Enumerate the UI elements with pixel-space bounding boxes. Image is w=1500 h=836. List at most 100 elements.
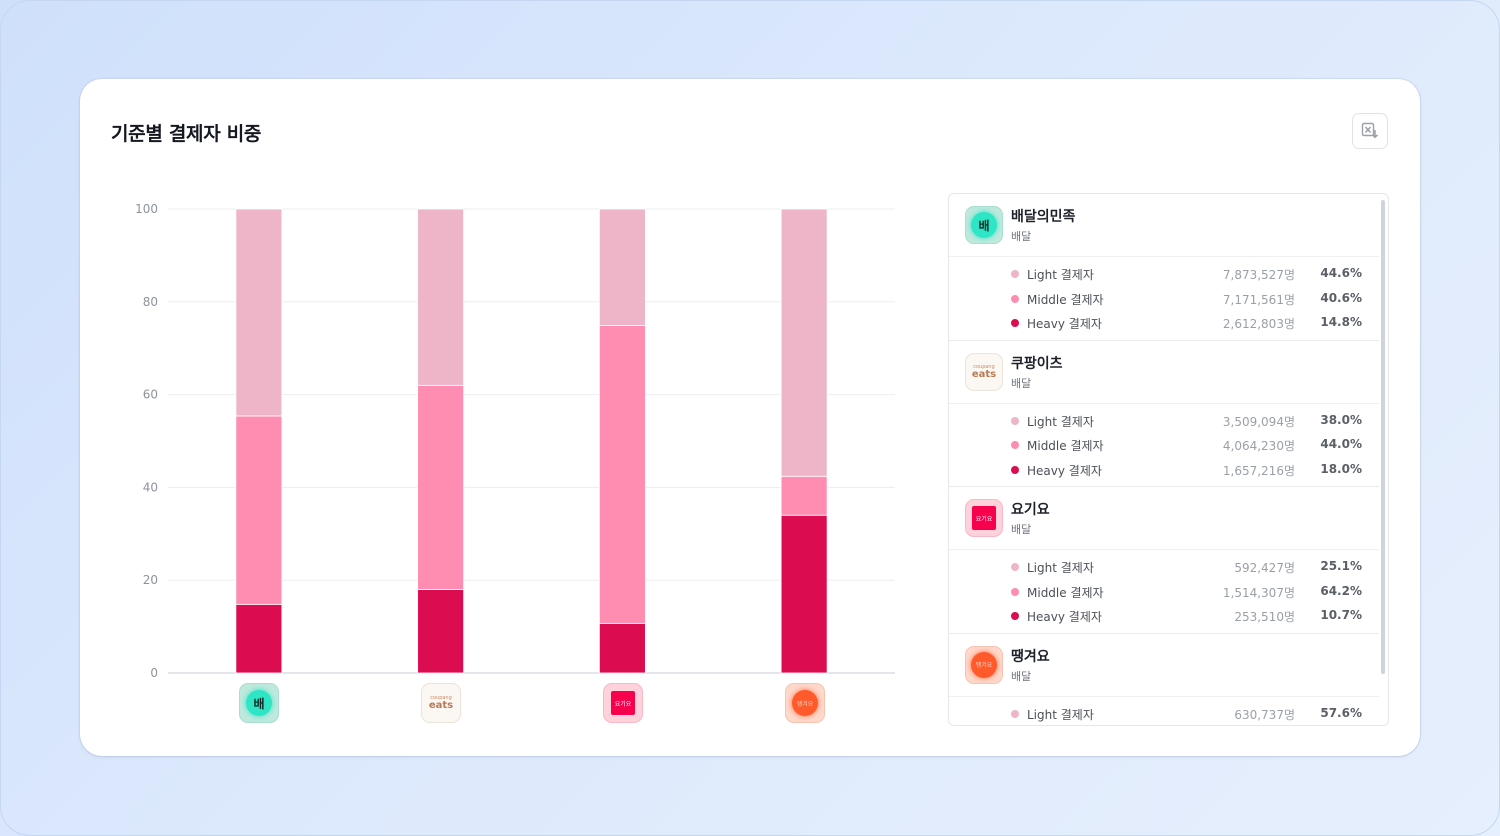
app-name: 쿠팡이츠 bbox=[1011, 355, 1063, 372]
segment-label: Light 결제자 bbox=[1027, 561, 1094, 575]
coupang-eats-logo: coupang eats bbox=[965, 352, 1003, 391]
segment-label: Heavy 결제자 bbox=[1027, 610, 1102, 624]
chart-card: 기준별 결제자 비중 0 20 40 60 80 100 배 coupang eats 요… bbox=[80, 79, 1420, 756]
payer-percent: 14.8% bbox=[1320, 315, 1362, 329]
bar-segment[interactable] bbox=[780, 514, 828, 674]
legend-row[interactable]: Light 결제자 592,427명 25.1% bbox=[949, 555, 1379, 580]
legend-dot bbox=[1011, 587, 1019, 596]
segment-label: Light 결제자 bbox=[1027, 268, 1094, 282]
coupang-eats-logo: coupang eats bbox=[421, 683, 461, 723]
app-name: 땡겨요 bbox=[1011, 648, 1050, 665]
bar-segment[interactable] bbox=[598, 622, 646, 674]
segment-label: Light 결제자 bbox=[1027, 414, 1094, 429]
segment-label: Light 결제자 bbox=[1027, 707, 1094, 722]
bar-segment[interactable] bbox=[598, 325, 646, 624]
legend-dot bbox=[1011, 612, 1019, 620]
payer-count: 7,171,561명 bbox=[1222, 292, 1295, 307]
legend-dot bbox=[1011, 563, 1019, 571]
segment-label: Heavy 결제자 bbox=[1027, 317, 1102, 331]
payer-count: 7,873,527명 bbox=[1222, 268, 1295, 282]
payer-percent: 25.1% bbox=[1320, 559, 1362, 573]
payer-count: 3,509,094명 bbox=[1222, 414, 1295, 429]
legend-row[interactable]: Middle 결제자 7,171,561명 40.6% bbox=[949, 287, 1379, 312]
legend-dot bbox=[1011, 465, 1019, 474]
segment-label: Heavy 결제자 bbox=[1027, 463, 1102, 478]
bar-segment[interactable] bbox=[235, 415, 283, 605]
payer-percent: 44.6% bbox=[1320, 266, 1362, 280]
bar-segment[interactable] bbox=[780, 475, 828, 516]
y-tick-label: 40 bbox=[143, 480, 158, 494]
legend-row[interactable]: Heavy 결제자 1,657,216명 18.0% bbox=[949, 458, 1379, 483]
payer-count: 630,737명 bbox=[1234, 707, 1295, 722]
app-name: 배달의민족 bbox=[1011, 209, 1076, 225]
bar-segment[interactable] bbox=[235, 603, 283, 674]
bar-segment[interactable] bbox=[417, 589, 465, 674]
payer-count: 253,510명 bbox=[1234, 610, 1295, 624]
y-tick-label: 0 bbox=[150, 666, 158, 680]
legend-row[interactable]: Heavy 결제자 2,612,803명 14.8% bbox=[949, 311, 1379, 336]
bar-segment[interactable] bbox=[235, 208, 283, 417]
payer-count: 2,612,803명 bbox=[1222, 317, 1295, 331]
payer-count: 4,064,230명 bbox=[1222, 439, 1295, 453]
legend-row[interactable]: Middle 결제자 4,064,230명 44.0% bbox=[949, 433, 1379, 458]
excel-download-button[interactable] bbox=[1352, 113, 1388, 149]
ddanggyeoyo-logo: 땡겨요 bbox=[965, 645, 1003, 684]
payer-percent: 38.0% bbox=[1320, 412, 1362, 427]
ddanggyeoyo-logo: 땡겨요 bbox=[785, 683, 825, 723]
payer-count: 1,514,307명 bbox=[1222, 585, 1295, 600]
payer-percent: 57.6% bbox=[1320, 705, 1362, 720]
legend-dot bbox=[1011, 294, 1019, 303]
payer-count: 592,427명 bbox=[1234, 561, 1295, 575]
app-category: 배달 bbox=[1011, 669, 1032, 683]
excel-download-icon bbox=[1361, 122, 1379, 139]
bar-segment[interactable] bbox=[417, 208, 465, 386]
payer-percent: 64.2% bbox=[1320, 583, 1362, 598]
legend-dot bbox=[1011, 416, 1019, 425]
bar-segment[interactable] bbox=[598, 208, 646, 326]
legend-row[interactable]: Light 결제자 630,737명 57.6% bbox=[949, 702, 1379, 726]
legend-dot bbox=[1011, 270, 1019, 278]
app-category: 배달 bbox=[1011, 523, 1032, 536]
y-tick-label: 60 bbox=[143, 388, 158, 402]
app-category: 배달 bbox=[1011, 230, 1032, 243]
legend-dot bbox=[1011, 441, 1019, 449]
legend-dot bbox=[1011, 319, 1019, 327]
segment-label: Middle 결제자 bbox=[1027, 585, 1104, 600]
payer-percent: 44.0% bbox=[1320, 437, 1362, 451]
segment-label: Middle 결제자 bbox=[1027, 439, 1104, 453]
legend-row[interactable]: Heavy 결제자 253,510명 10.7% bbox=[949, 604, 1379, 629]
payer-percent: 40.6% bbox=[1320, 290, 1362, 305]
baemin-logo: 배 bbox=[965, 206, 1003, 244]
bar-segment[interactable] bbox=[417, 384, 465, 590]
app-name: 요기요 bbox=[1011, 502, 1050, 518]
payer-percent: 10.7% bbox=[1320, 608, 1362, 622]
legend-dot bbox=[1011, 709, 1019, 718]
payer-percent: 18.0% bbox=[1320, 461, 1362, 476]
yogiyo-logo: 요기요 bbox=[965, 499, 1003, 537]
legend-row[interactable]: Light 결제자 3,509,094명 38.0% bbox=[949, 409, 1379, 434]
y-tick-label: 100 bbox=[135, 202, 158, 216]
segment-label: Middle 결제자 bbox=[1027, 292, 1104, 307]
card-title: 기준별 결제자 비중 bbox=[111, 123, 262, 145]
y-tick-label: 20 bbox=[143, 573, 158, 587]
baemin-logo: 배 bbox=[239, 683, 279, 723]
payer-count: 1,657,216명 bbox=[1222, 463, 1295, 478]
legend-row[interactable]: Middle 결제자 1,514,307명 64.2% bbox=[949, 580, 1379, 605]
stacked-bar-chart: 0 20 40 60 80 100 bbox=[135, 202, 895, 680]
panel-scrollbar[interactable] bbox=[1381, 200, 1385, 674]
yogiyo-logo: 요기요 bbox=[603, 683, 643, 723]
legend-row[interactable]: Light 결제자 7,873,527명 44.6% bbox=[949, 262, 1379, 287]
y-tick-label: 80 bbox=[143, 295, 158, 309]
app-category: 배달 bbox=[1011, 376, 1032, 390]
bar-segment[interactable] bbox=[780, 208, 828, 477]
